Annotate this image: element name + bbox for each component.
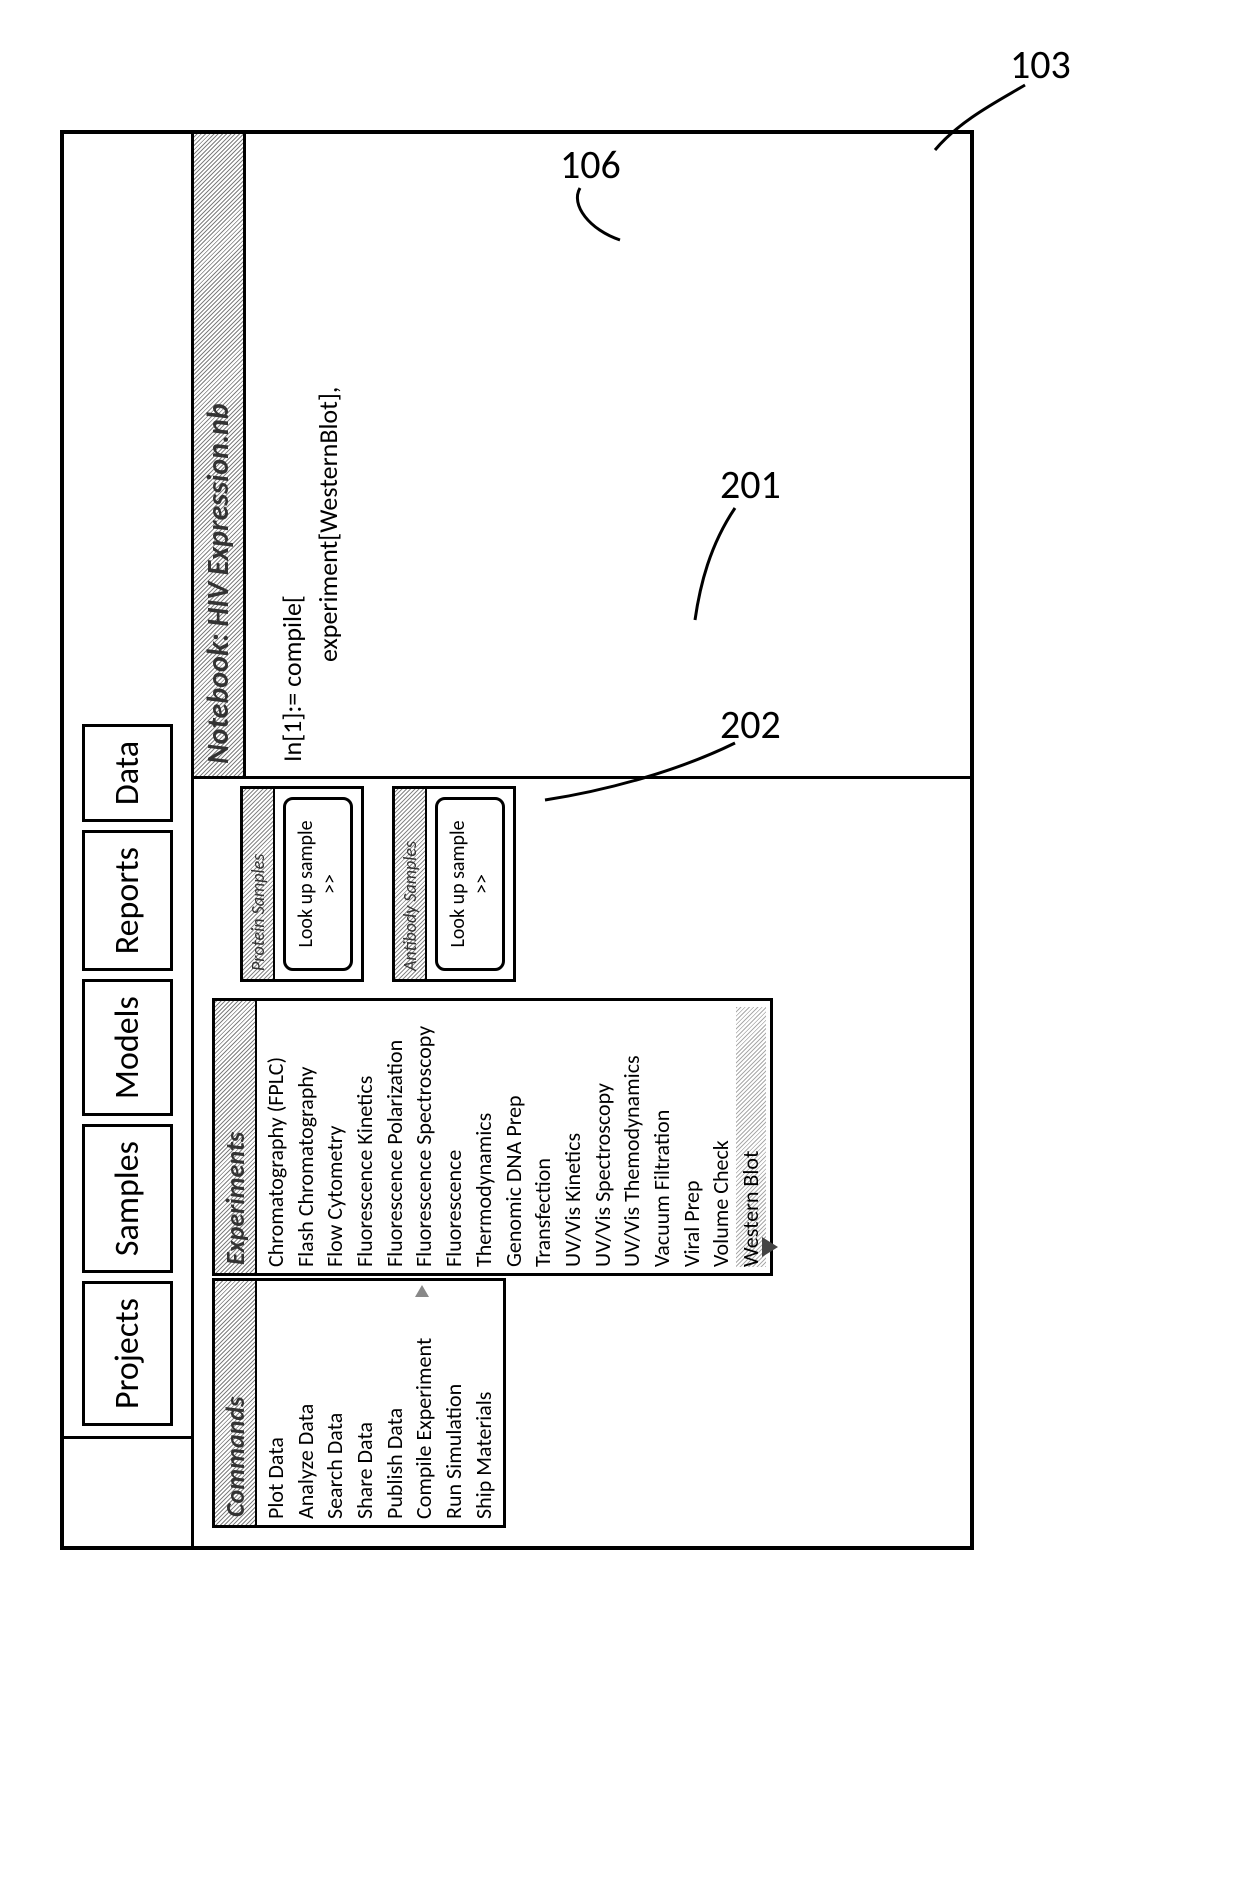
callout-line-103 <box>930 80 1030 160</box>
antibody-samples-title: Antibody Samples <box>395 789 427 979</box>
sidebar-item-label: Samples <box>111 1141 145 1256</box>
code-line-2: experiment[WesternBlot], <box>310 387 346 762</box>
experiments-item[interactable]: UV/Vis Themodynamics <box>617 1007 647 1267</box>
commands-item[interactable]: Plot Data <box>261 1287 291 1519</box>
notebook-code: In[1]:= compile[ experiment[WesternBlot]… <box>274 387 347 762</box>
commands-item[interactable]: Search Data <box>320 1287 350 1519</box>
commands-item[interactable]: Ship Materials <box>469 1287 499 1519</box>
sidebar-item-label: Data <box>111 741 145 805</box>
experiments-item[interactable]: UV/Vis Spectroscopy <box>588 1007 618 1267</box>
commands-popup: Commands Plot DataAnalyze DataSearch Dat… <box>212 1278 506 1528</box>
sidebar: Projects Samples Models Reports Data <box>64 134 194 1546</box>
experiments-item[interactable]: Fluorescence Polarization <box>380 1007 410 1267</box>
experiments-popup-title: Experiments <box>215 1001 257 1273</box>
sidebar-item-label: Projects <box>111 1298 145 1409</box>
sidebar-items: Projects Samples Models Reports Data <box>64 134 191 1436</box>
experiments-item[interactable]: Vacuum Filtration <box>647 1007 677 1267</box>
sidebar-item-reports[interactable]: Reports <box>82 830 173 971</box>
experiments-item[interactable]: UV/Vis Kinetics <box>558 1007 588 1267</box>
main-area: Commands Plot DataAnalyze DataSearch Dat… <box>194 134 970 1546</box>
commands-item[interactable]: Share Data <box>350 1287 380 1519</box>
callout-201: 201 <box>720 460 781 509</box>
antibody-samples-card: Antibody Samples Look up sample >> <box>392 786 516 982</box>
antibody-samples-body: Look up sample >> <box>427 789 513 979</box>
protein-samples-card: Protein Samples Look up sample >> <box>240 786 364 982</box>
sidebar-item-samples[interactable]: Samples <box>82 1124 173 1273</box>
cursor-icon <box>762 1237 778 1257</box>
experiments-item[interactable]: Fluorescence Spectroscopy <box>409 1007 439 1267</box>
commands-popup-list: Plot DataAnalyze DataSearch DataShare Da… <box>257 1281 503 1525</box>
lookup-sample-button-1[interactable]: Look up sample >> <box>283 797 353 971</box>
experiments-item[interactable]: Viral Prep <box>677 1007 707 1267</box>
lookup-sample-button-2[interactable]: Look up sample >> <box>435 797 505 971</box>
sidebar-item-models[interactable]: Models <box>82 979 173 1116</box>
sidebar-item-label: Reports <box>111 847 145 954</box>
app-window: Projects Samples Models Reports Data Com… <box>60 130 974 1550</box>
experiments-popup: Experiments Chromatography (FPLC)Flash C… <box>212 998 773 1276</box>
experiments-item[interactable]: Flash Chromatography <box>291 1007 321 1267</box>
callout-line-202 <box>540 740 740 810</box>
sidebar-item-data[interactable]: Data <box>82 724 173 822</box>
left-panel: Commands Plot DataAnalyze DataSearch Dat… <box>194 776 970 1546</box>
code-line-1: In[1]:= compile[ <box>274 387 310 762</box>
notebook-title: Notebook: HIV Expression.nb <box>194 134 246 776</box>
experiments-item[interactable]: Thermodynamics <box>469 1007 499 1267</box>
commands-item[interactable]: Run Simulation <box>439 1287 469 1519</box>
callout-line-106 <box>560 185 630 245</box>
experiments-item[interactable]: Chromatography (FPLC) <box>261 1007 291 1267</box>
commands-popup-title: Commands <box>215 1281 257 1525</box>
commands-item[interactable]: Compile Experiment <box>409 1287 439 1519</box>
protein-samples-title: Protein Samples <box>243 789 275 979</box>
callout-106: 106 <box>560 140 621 189</box>
sidebar-spacer <box>64 1436 191 1546</box>
sidebar-item-projects[interactable]: Projects <box>82 1281 173 1426</box>
experiments-item[interactable]: Genomic DNA Prep <box>499 1007 529 1267</box>
experiments-item[interactable]: Western Blot <box>736 1007 766 1267</box>
commands-item[interactable]: Publish Data <box>380 1287 410 1519</box>
protein-samples-body: Look up sample >> <box>275 789 361 979</box>
experiments-item[interactable]: Fluorescence <box>439 1007 469 1267</box>
experiments-item[interactable]: Transfection <box>528 1007 558 1267</box>
sidebar-item-label: Models <box>111 996 145 1099</box>
callout-line-201 <box>690 505 750 625</box>
commands-item[interactable]: Analyze Data <box>291 1287 321 1519</box>
experiments-item[interactable]: Fluorescence Kinetics <box>350 1007 380 1267</box>
experiments-item[interactable]: Flow Cytometry <box>320 1007 350 1267</box>
experiments-item[interactable]: Volume Check <box>706 1007 736 1267</box>
experiments-popup-list: Chromatography (FPLC)Flash Chromatograph… <box>257 1001 770 1273</box>
